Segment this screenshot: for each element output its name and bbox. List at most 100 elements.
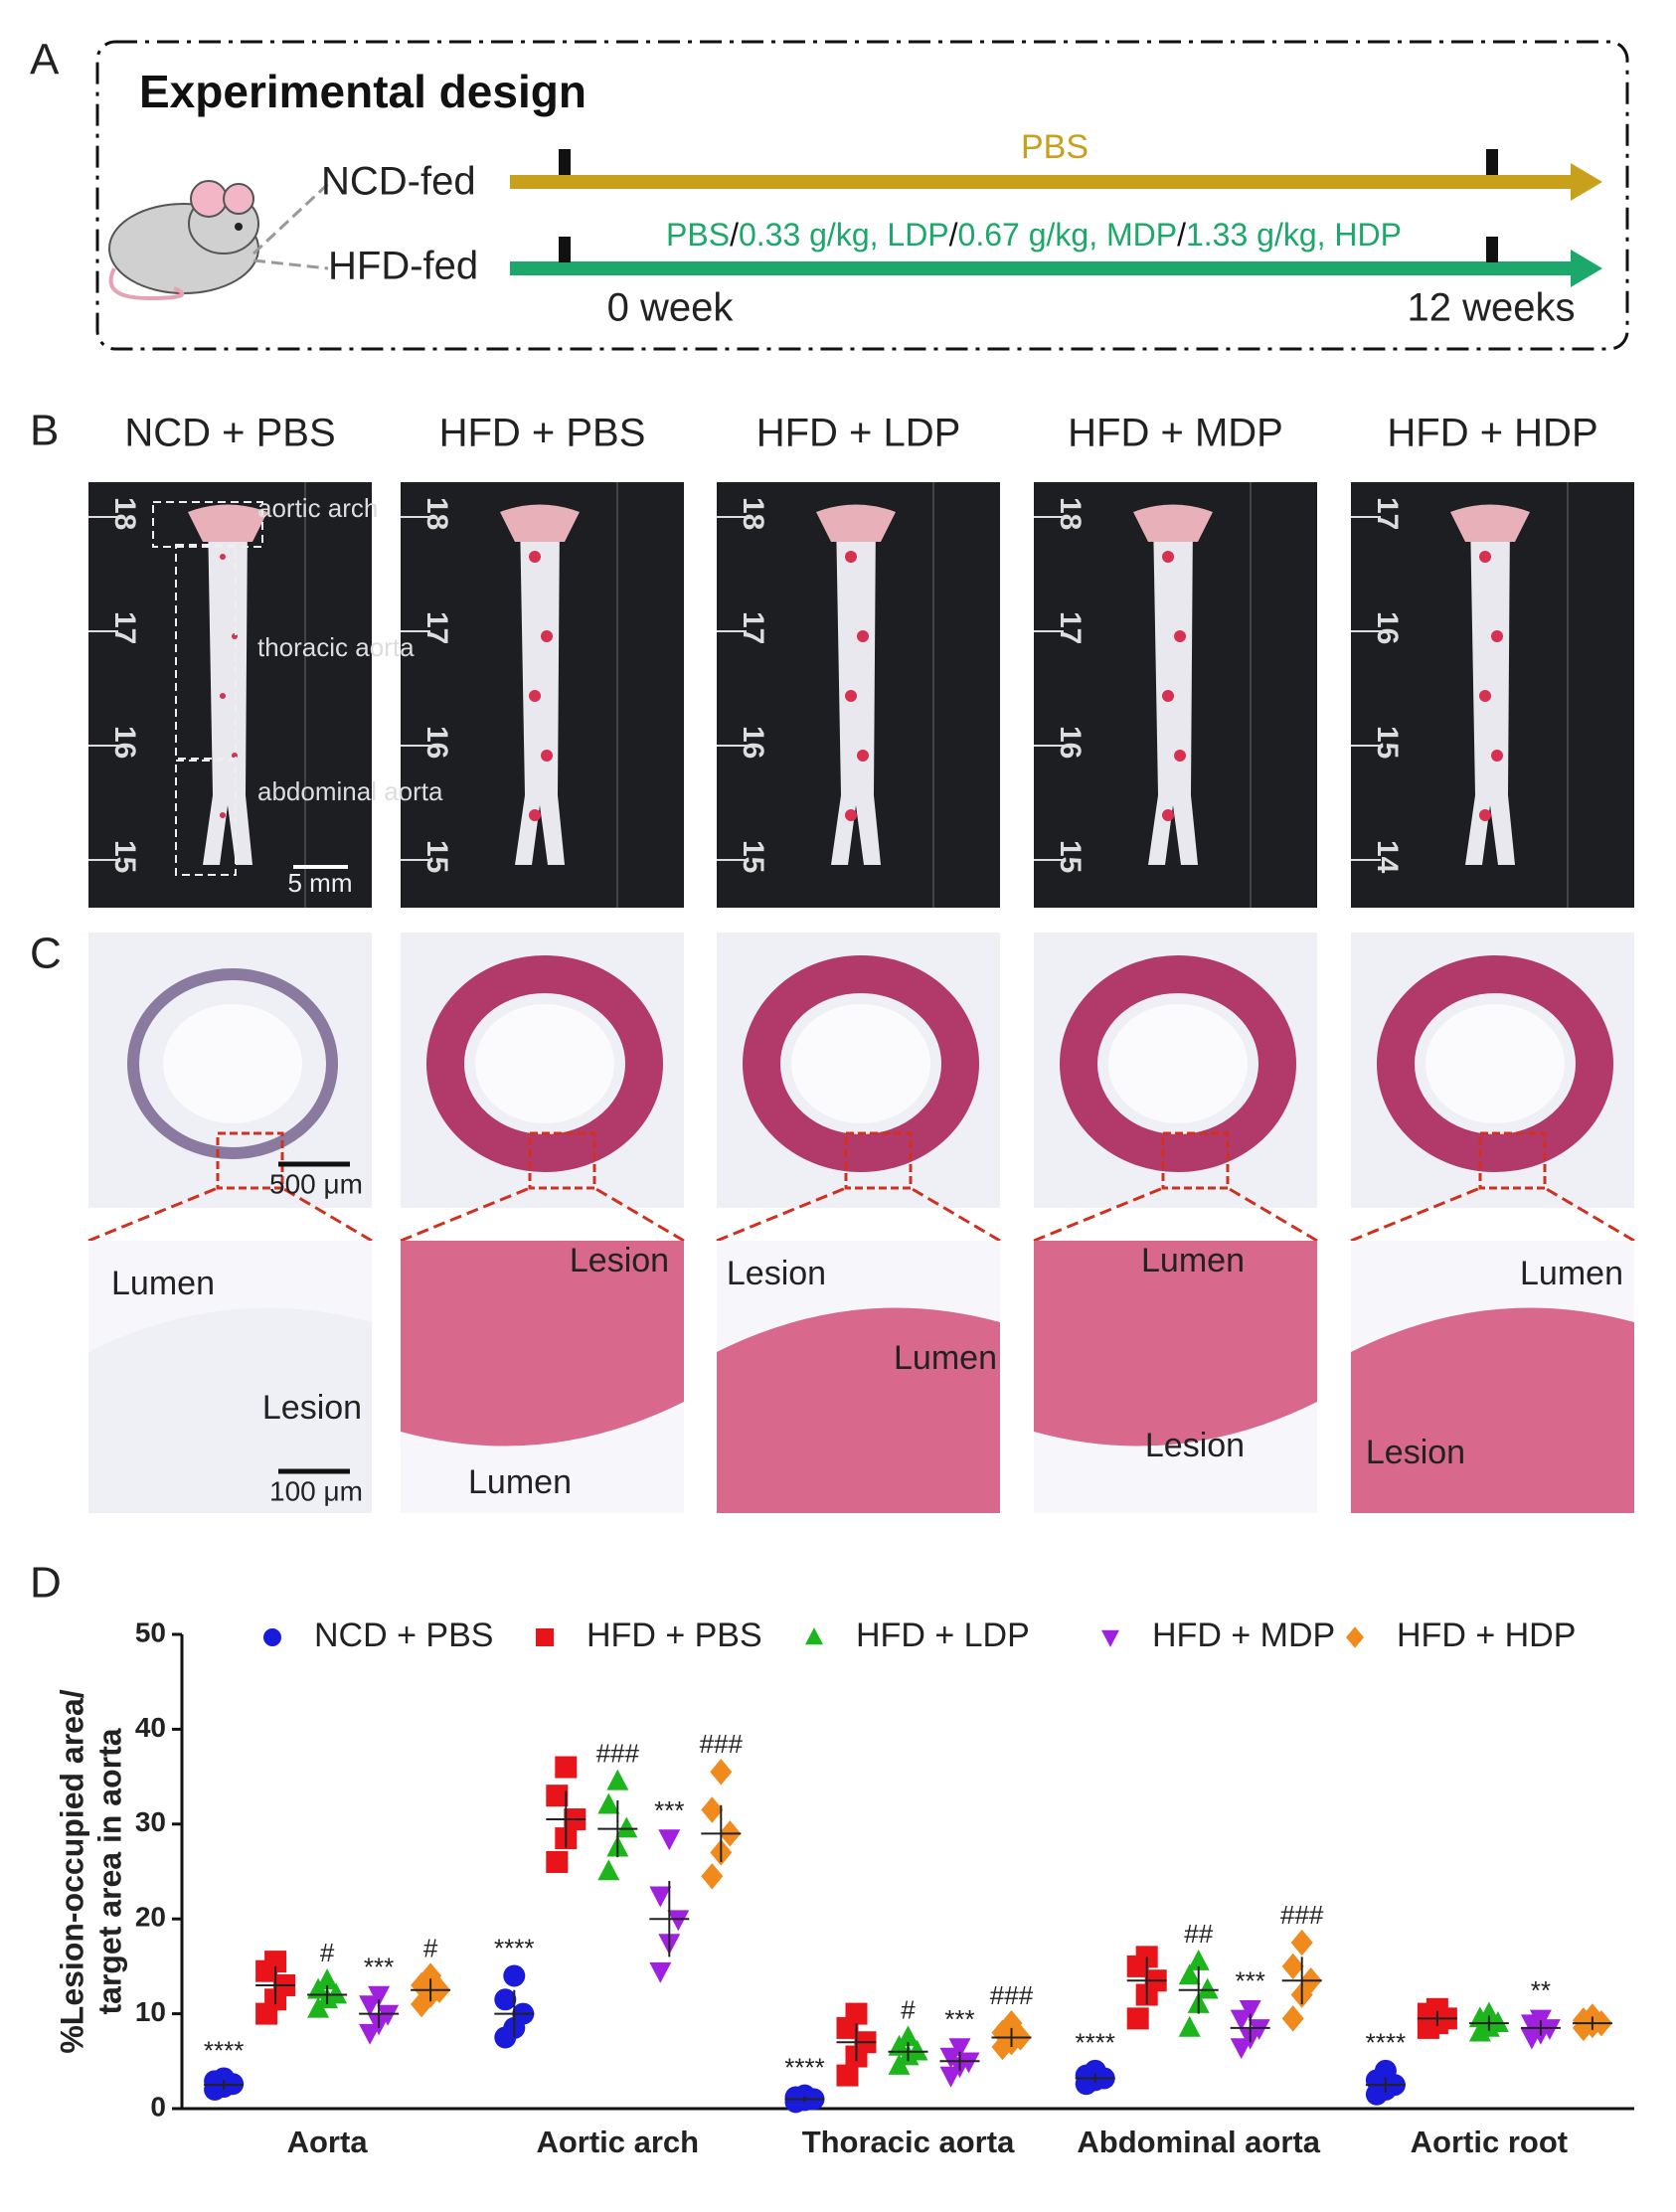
point <box>546 1850 569 1873</box>
x-tick-label: Aorta <box>287 2125 369 2159</box>
point <box>939 2066 962 2088</box>
lesion-spot <box>220 693 226 699</box>
aortic-arch <box>1450 504 1530 542</box>
tissue-label: Lumen <box>894 1339 997 1377</box>
vessel-lumen <box>1425 1004 1565 1123</box>
lesion-spot <box>1162 551 1174 563</box>
point <box>606 1769 629 1790</box>
ruler-number: 14 <box>1371 840 1404 874</box>
lumen-area <box>1351 1241 1634 1352</box>
significance: ### <box>1280 1900 1324 1930</box>
point <box>377 2004 400 2026</box>
ruler-number: 17 <box>1054 611 1087 644</box>
aorta <box>515 517 565 865</box>
point <box>325 1982 348 2004</box>
legend-label: HFD + PBS <box>587 1616 762 1654</box>
significance: *** <box>1236 1966 1265 1996</box>
ruler-number: 16 <box>1054 726 1087 759</box>
tissue-label: Lesion <box>262 1389 362 1427</box>
lesion-spot <box>529 809 541 821</box>
point <box>597 1792 620 1814</box>
group-label: HFD + HDP <box>1387 412 1597 455</box>
lesion-spot <box>845 809 857 821</box>
point <box>991 2019 1014 2046</box>
tissue-label: Lumen <box>1141 1242 1245 1279</box>
point <box>1538 2019 1561 2041</box>
ruler-number: 15 <box>420 840 453 873</box>
significance: ** <box>1531 1975 1551 2005</box>
legend-marker <box>1101 1629 1119 1647</box>
panel-letter: A <box>30 36 60 85</box>
zoom-line <box>716 1186 847 1243</box>
aortic-arch <box>188 504 267 542</box>
design-title: Experimental design <box>139 66 587 117</box>
point <box>897 2025 920 2047</box>
legend-marker <box>263 1628 281 1646</box>
x-tick-label: Abdominal aorta <box>1077 2125 1320 2159</box>
point <box>948 2038 971 2060</box>
treatment-part: / <box>949 217 958 253</box>
point <box>1230 2009 1253 2031</box>
vessel-lumen <box>791 1004 930 1123</box>
design-box <box>95 40 1629 351</box>
treatment-part: PBS <box>666 217 730 253</box>
point <box>368 1985 391 2007</box>
point <box>793 2084 816 2107</box>
group-label: HFD + LDP <box>756 412 961 455</box>
ruler-number: 15 <box>108 840 141 873</box>
zoom-line <box>1033 1186 1164 1243</box>
treatment-part: / <box>1177 217 1186 253</box>
significance: **** <box>494 1933 534 1962</box>
significance: ### <box>700 1729 744 1759</box>
point <box>1196 1977 1219 1999</box>
point <box>1374 2059 1397 2082</box>
lumen-area <box>401 1402 684 1513</box>
point <box>1178 1963 1201 1985</box>
point <box>1126 2007 1149 2030</box>
region-box <box>175 760 237 876</box>
y-axis-label: target area in aorta <box>91 1728 127 2014</box>
scale-label: 5 mm <box>288 868 353 898</box>
y-tick-label: 10 <box>135 1996 166 2027</box>
lesion-spot <box>845 690 857 702</box>
ruler-number: 18 <box>420 497 453 530</box>
region-box <box>175 544 237 760</box>
x-tick-label: Thoracic aorta <box>802 2125 1015 2159</box>
tissue-label: Lesion <box>1145 1427 1245 1464</box>
vessel-lumen <box>475 1004 614 1123</box>
point <box>359 1995 382 2017</box>
vessel-ring <box>743 955 979 1172</box>
point <box>615 1816 638 1838</box>
significance: *** <box>654 1795 684 1825</box>
point <box>411 1990 433 2018</box>
ruler-number: 17 <box>1371 497 1404 530</box>
aorta <box>1148 517 1198 865</box>
significance: # <box>423 1933 438 1962</box>
hfd-treatment: PBS/0.33 g/kg, LDP/0.67 g/kg, MDP/1.33 g… <box>666 217 1402 253</box>
point <box>939 2047 962 2069</box>
y-axis-label: %Lesion-occupied area/ <box>54 1689 89 2053</box>
point <box>906 2039 928 2061</box>
lumen-area <box>717 1241 1000 1352</box>
point <box>1281 1953 1304 1980</box>
significance: *** <box>944 2004 974 2034</box>
lesion-spot <box>1479 809 1491 821</box>
point <box>1084 2059 1106 2082</box>
point <box>836 2064 859 2087</box>
y-tick-label: 0 <box>150 2091 166 2122</box>
zoom-line <box>87 1186 219 1243</box>
y-tick-label: 20 <box>135 1902 166 1933</box>
significance: *** <box>364 1952 394 1981</box>
x-tick-label: Aortic root <box>1411 2125 1568 2159</box>
point <box>1425 1997 1448 2020</box>
point <box>359 2023 382 2045</box>
ruler-number: 16 <box>108 726 141 759</box>
ncd-treatment: PBS <box>1021 128 1089 166</box>
x-tick-label: Aortic arch <box>536 2125 699 2159</box>
group-label: HFD + PBS <box>439 412 646 455</box>
point <box>1281 2005 1304 2032</box>
aorta <box>1465 517 1515 865</box>
ruler-number: 18 <box>108 497 141 530</box>
ruler-number: 16 <box>737 726 769 759</box>
